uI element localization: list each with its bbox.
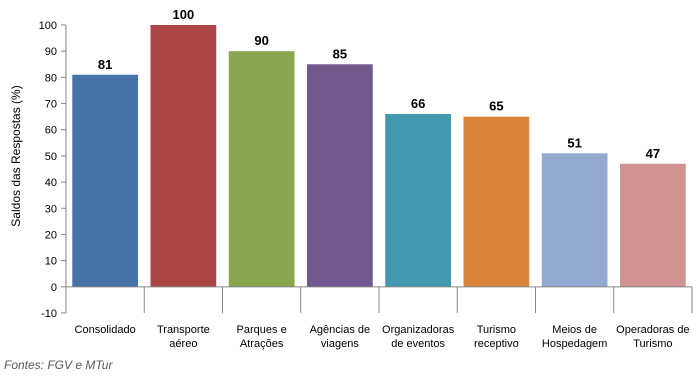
x-tick-label-5: Turismo receptivo <box>474 324 519 350</box>
y-tick-label-0: -10 <box>41 308 57 320</box>
data-label-7: 47 <box>646 146 660 161</box>
x-tick-label-4: Organizadoras de eventos <box>382 324 455 350</box>
y-tick-label-4: 30 <box>45 203 57 215</box>
x-tick-label-2: Parques e Atrações <box>237 324 287 350</box>
y-tick-label-3: 20 <box>45 229 57 241</box>
x-tick-label-1: Transporte aéreo <box>157 324 210 350</box>
data-label-6: 51 <box>567 135 581 150</box>
x-tick-label-0: Consolidado <box>75 324 136 336</box>
y-tick-label-6: 50 <box>45 151 57 163</box>
bar-6 <box>541 153 608 287</box>
data-label-4: 66 <box>411 96 425 111</box>
y-axis-title: Saldos das Respostas (%) <box>9 85 23 226</box>
bar-1 <box>150 25 217 287</box>
y-tick-label-1: 0 <box>51 282 57 294</box>
data-label-1: 100 <box>173 7 195 22</box>
y-tick-label-10: 90 <box>45 46 57 58</box>
bar-4 <box>385 114 451 287</box>
y-tick-label-9: 80 <box>45 72 57 84</box>
bar-5 <box>463 116 530 287</box>
data-label-5: 65 <box>489 99 503 114</box>
data-label-3: 85 <box>333 46 347 61</box>
y-tick-label-11: 100 <box>39 20 57 32</box>
bar-2 <box>228 51 295 287</box>
y-tick-label-5: 40 <box>45 177 57 189</box>
y-tick-label-8: 70 <box>45 99 57 111</box>
y-tick-label-2: 10 <box>45 256 57 268</box>
x-tick-label-6: Meios de Hospedagem <box>542 324 607 350</box>
bar-0 <box>72 74 138 287</box>
x-tick-label-3: Agências de viagens <box>310 324 371 350</box>
bar-3 <box>307 64 373 287</box>
x-tick-label-7: Operadoras de Turismo <box>616 324 689 350</box>
data-label-0: 81 <box>98 57 112 72</box>
y-tick-label-7: 60 <box>45 125 57 137</box>
data-label-2: 90 <box>254 33 268 48</box>
source-note: Fontes: FGV e MTur <box>4 358 113 372</box>
bar-7 <box>620 163 686 287</box>
